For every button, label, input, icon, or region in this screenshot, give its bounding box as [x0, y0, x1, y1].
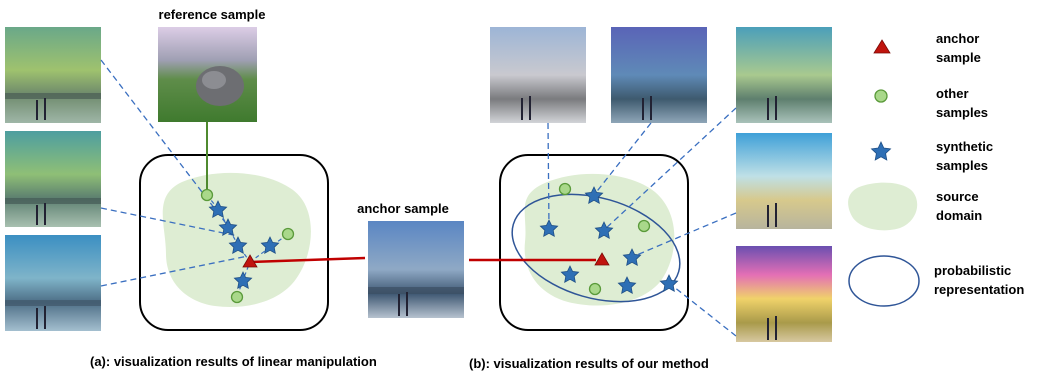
synthetic-star — [208, 200, 228, 218]
probabilistic-ellipse — [511, 193, 681, 303]
legend-prob-line2: representation — [934, 282, 1024, 297]
panel-b — [469, 27, 832, 342]
dashed-connector — [603, 107, 737, 231]
reference-sample-label: reference sample — [159, 7, 266, 22]
caption-b: (b): visualization results of our method — [469, 356, 709, 371]
ellipse-icon — [848, 255, 920, 307]
circle-icon — [874, 89, 888, 103]
synthetic-star — [539, 219, 559, 237]
legend-synthetic-line2: samples — [936, 158, 988, 173]
result-image-a2 — [5, 131, 101, 227]
synthetic-star — [560, 265, 580, 283]
synthetic-star — [584, 186, 604, 204]
result-image-a1 — [5, 27, 101, 123]
other-sample-point — [588, 282, 602, 296]
result-image-b-right2 — [736, 133, 832, 229]
legend-other-line1: other — [936, 86, 969, 101]
legend-anchor-line1: anchor — [936, 31, 979, 46]
dashed-connector — [593, 122, 652, 196]
legend-source-line1: source — [936, 189, 979, 204]
result-image-b-top1 — [490, 27, 586, 123]
reference-image — [158, 27, 257, 122]
other-sample-point — [281, 227, 295, 241]
panel-a: reference sample — [5, 7, 366, 331]
anchor-image — [368, 221, 464, 318]
anchor-triangle — [242, 254, 258, 268]
dashed-connector — [100, 207, 239, 237]
synthetic-star — [260, 236, 280, 254]
anchor-sample-label: anchor sample — [357, 201, 449, 216]
anchor-line — [249, 256, 366, 264]
synthetic-star — [228, 236, 248, 254]
legend-other-line2: samples — [936, 105, 988, 120]
synthetic-star — [659, 274, 679, 292]
dashed-connector — [668, 282, 737, 337]
other-sample-point — [230, 290, 244, 304]
dashed-connector — [100, 255, 249, 287]
synthetic-star — [594, 221, 614, 239]
star-icon — [870, 141, 892, 161]
other-sample-point — [637, 219, 651, 233]
dashed-connector — [547, 122, 550, 229]
synthetic-star — [218, 218, 238, 236]
other-sample-point — [558, 182, 572, 196]
anchor-triangle — [594, 252, 610, 266]
result-image-b-right1 — [736, 27, 832, 123]
caption-a: (a): visualization results of linear man… — [90, 354, 377, 369]
blob-icon — [848, 182, 918, 231]
legend-synthetic-line1: synthetic — [936, 139, 993, 154]
synthetic-star — [233, 271, 253, 289]
other-sample-point — [200, 188, 214, 202]
synthetic-star — [622, 248, 642, 266]
triangle-icon — [873, 39, 891, 54]
latent-space-box-a — [139, 154, 329, 331]
dashed-connector — [631, 212, 737, 258]
legend: anchor sample other samples synthetic sa… — [848, 31, 1024, 307]
legend-prob-line1: probabilistic — [934, 263, 1011, 278]
result-image-b-right3 — [736, 246, 832, 342]
latent-space-box-b — [499, 154, 689, 331]
legend-anchor-line2: sample — [936, 50, 981, 65]
result-image-b-top2 — [611, 27, 707, 123]
synthetic-star — [617, 276, 637, 294]
result-image-a3 — [5, 235, 101, 331]
legend-source-line2: domain — [936, 208, 982, 223]
